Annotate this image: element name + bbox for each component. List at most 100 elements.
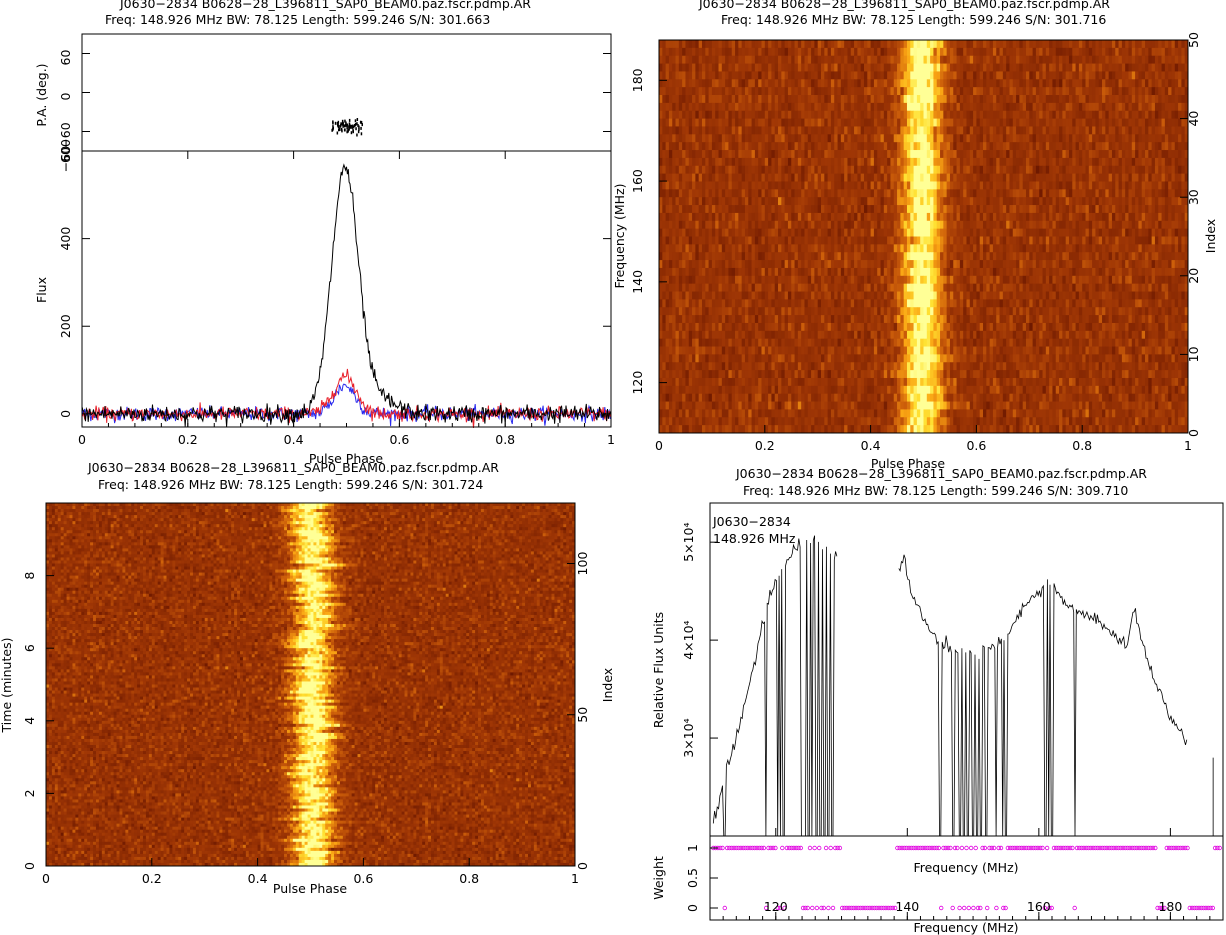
weight-point [740,845,746,851]
weight-point [918,845,923,851]
pa-point [341,129,343,133]
weight-point [1061,845,1066,851]
time-phase-y2tick-label: 50 [575,707,590,723]
bandpass-curve [712,535,838,837]
weight-point [1199,905,1204,911]
pa-point [356,118,359,121]
pa-point [355,127,357,131]
profile-ytick-label: 0 [58,410,73,418]
weight-point [803,905,808,911]
weight-point [964,845,969,851]
weight-point [743,845,748,851]
weight-point [897,845,902,851]
weight-ytick-label: 1 [685,844,700,852]
weight-point [1072,905,1077,911]
weight-point [833,845,838,851]
weight-point [1042,905,1047,911]
pa-point [341,122,343,126]
weight-point [856,905,861,911]
profile-ylabel: Flux [34,277,49,303]
weight-point [909,845,914,851]
weight-point [1194,905,1199,911]
profile-xtick-label: 0.6 [389,432,409,447]
bandpass-xtick-label: 120 [764,899,788,914]
weight-point [987,845,992,851]
weight-point [816,845,822,851]
weight-point [787,845,792,851]
weight-point [1077,845,1082,851]
time-phase-panel: J0630−2834 B0628−28_L396811_SAP0_BEAM0.p… [0,460,620,935]
weight-point [819,905,824,911]
weight-point [899,845,905,851]
weight-ylabel: Weight [651,856,666,900]
weight-point [929,845,935,851]
profile-title-line1: J0630−2834 B0628−28_L396811_SAP0_BEAM0.p… [120,0,531,11]
weight-point [1183,845,1188,851]
freq-phase-xtick-label: 0.6 [966,438,986,453]
time-phase-xtick-label: 0 [42,871,50,886]
bandpass-ytick-label: 3×10⁴ [681,718,696,757]
weight-point [927,845,932,851]
weight-point [1160,905,1165,911]
weight-point [1215,845,1220,851]
weight-point [1118,845,1123,851]
weight-point [784,845,790,851]
weight-point [998,845,1004,851]
time-phase-cells [46,503,576,867]
pa-point [349,125,352,129]
weight-point [925,845,930,851]
weight-point [879,905,884,911]
pa-point [358,127,360,131]
weight-point [936,845,942,851]
weight-point [1143,845,1149,851]
weight-point [731,845,737,851]
weight-point [968,845,974,851]
time-phase-y2tick-label: 100 [575,552,590,576]
pa-points [331,118,363,137]
weight-point [1171,845,1176,851]
weight-point [1201,905,1206,911]
freq-phase-xtick-label: 0.8 [1072,438,1092,453]
pa-ytick-label: 0 [58,92,73,100]
weight-point [1012,845,1017,851]
weight-point [830,905,836,911]
weight-point [812,845,817,851]
weight-point [858,905,863,911]
weight-point [782,905,787,911]
weight-point [959,845,965,851]
weight-point [1008,845,1013,851]
weight-point [724,845,730,851]
weight-point [821,905,826,911]
pa-ytick-label: −60 [58,122,73,148]
weight-point [1028,845,1034,851]
time-phase-xtick-label: 0.2 [142,871,162,886]
weight-point [1010,845,1015,851]
weight-point [874,905,879,911]
pa-point [361,123,363,127]
weight-point [975,905,981,911]
weight-point [793,845,799,851]
weight-point [1141,845,1146,851]
weight-point [1162,905,1167,911]
weight-point [881,905,886,911]
weight-point [1038,845,1043,851]
weight-point [922,845,928,851]
weight-point [766,845,771,851]
pa-point [344,119,346,123]
weight-point [1196,905,1202,911]
weight-point [823,845,829,851]
weight-point [955,845,960,851]
time-phase-ytick-label: 6 [22,644,37,652]
profile-title-line2: Freq: 148.926 MHz BW: 78.125 Length: 599… [105,12,490,27]
weight-point [1100,845,1105,851]
weight-point [727,845,732,851]
weight-point [1056,845,1061,851]
weight-point [1001,905,1006,911]
time-phase-xtick-label: 0.6 [353,871,373,886]
weight-point [1185,845,1190,851]
freq-phase-chart: 0 0.2 0.4 0.6 0.8 1 120 140 160 180 0 10 20 30 40 50 Pul… [613,32,1218,470]
bandpass-xlabel: Frequency (MHz) [913,920,1018,935]
weight-point [1014,845,1020,851]
weight-point [991,845,997,851]
weight-point [950,905,955,911]
